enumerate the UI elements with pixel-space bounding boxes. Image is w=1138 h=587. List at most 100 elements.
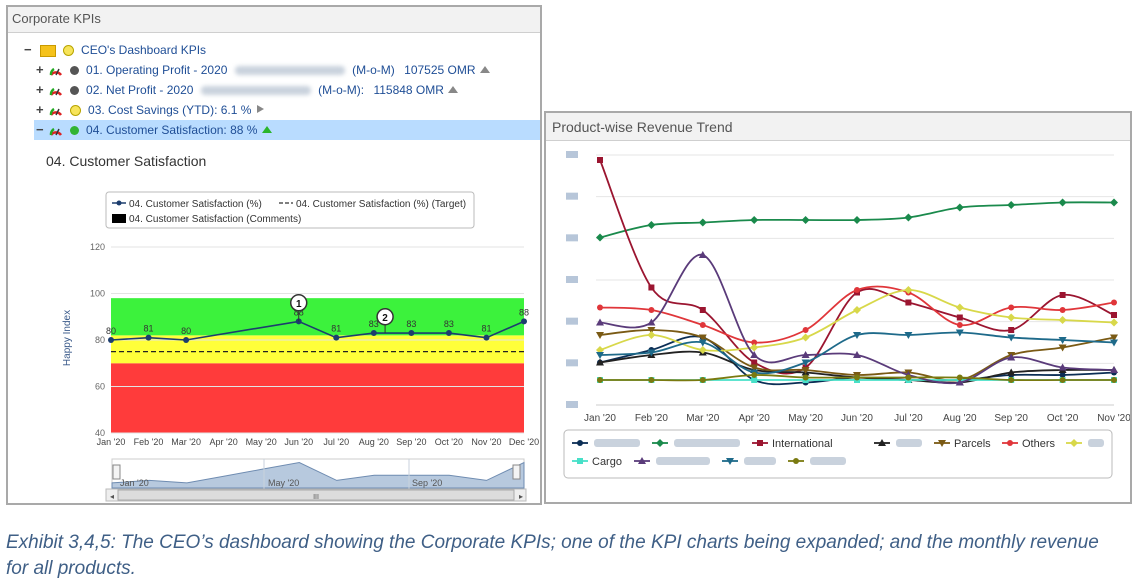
data-point[interactable] xyxy=(698,251,707,258)
data-point[interactable] xyxy=(956,322,963,328)
data-point[interactable] xyxy=(1007,334,1016,342)
data-point[interactable] xyxy=(956,314,963,321)
data-point[interactable] xyxy=(802,327,809,333)
data-point[interactable] xyxy=(751,339,758,346)
data-point[interactable] xyxy=(1110,334,1118,342)
data-point[interactable] xyxy=(1110,366,1118,373)
data-point[interactable] xyxy=(1110,339,1118,347)
data-point[interactable] xyxy=(750,351,759,358)
legend-item[interactable]: Parcels xyxy=(954,438,991,450)
data-point[interactable] xyxy=(904,213,913,222)
data-point[interactable] xyxy=(801,359,810,367)
data-point[interactable] xyxy=(647,349,656,357)
data-point[interactable] xyxy=(698,339,707,347)
data-point[interactable] xyxy=(1059,377,1066,383)
data-point[interactable] xyxy=(801,351,810,358)
data-point[interactable] xyxy=(698,346,707,354)
data-point[interactable] xyxy=(183,337,190,343)
data-point[interactable] xyxy=(1007,313,1016,322)
data-point[interactable] xyxy=(1008,377,1015,383)
comment-marker[interactable] xyxy=(376,308,394,326)
data-point[interactable] xyxy=(751,372,758,378)
data-point[interactable] xyxy=(801,216,810,224)
data-point[interactable] xyxy=(904,286,913,294)
data-point[interactable] xyxy=(648,377,655,383)
data-point[interactable] xyxy=(1007,368,1016,376)
data-point[interactable] xyxy=(1058,316,1067,324)
data-point[interactable] xyxy=(647,221,656,229)
data-point[interactable] xyxy=(1111,299,1117,306)
data-point[interactable] xyxy=(1008,304,1015,311)
data-point[interactable] xyxy=(801,367,810,374)
data-point[interactable] xyxy=(1111,312,1117,318)
data-point[interactable] xyxy=(483,334,490,341)
data-point[interactable] xyxy=(596,358,604,366)
data-point[interactable] xyxy=(596,352,604,359)
data-point[interactable] xyxy=(853,332,861,339)
data-point[interactable] xyxy=(699,377,706,383)
data-point[interactable] xyxy=(1059,372,1066,378)
data-point[interactable] xyxy=(596,233,604,242)
data-point[interactable] xyxy=(596,318,604,326)
data-point[interactable] xyxy=(853,216,861,224)
data-point[interactable] xyxy=(647,327,656,334)
data-point[interactable] xyxy=(955,329,964,337)
expand-toggle[interactable]: + xyxy=(36,102,44,117)
range-navigator[interactable]: Jan '20 May '20 Sep '20 III ◂ ▸ xyxy=(105,458,527,502)
data-point[interactable] xyxy=(956,374,963,381)
data-point[interactable] xyxy=(597,377,603,383)
data-point[interactable] xyxy=(854,374,860,381)
data-point[interactable] xyxy=(698,334,707,342)
data-point[interactable] xyxy=(597,304,603,311)
data-point[interactable] xyxy=(596,332,604,339)
tree-item-cost-savings[interactable]: + 03. Cost Savings (YTD): 6.1 % xyxy=(36,100,265,120)
data-point[interactable] xyxy=(955,303,964,312)
data-point[interactable] xyxy=(955,203,964,212)
data-point[interactable] xyxy=(905,374,912,381)
collapse-toggle[interactable]: − xyxy=(24,42,32,57)
data-point[interactable] xyxy=(145,334,152,341)
data-point[interactable] xyxy=(802,374,809,381)
data-point[interactable] xyxy=(1110,318,1118,327)
data-point[interactable] xyxy=(750,364,759,372)
scrollbar-thumb[interactable] xyxy=(117,489,515,501)
data-point[interactable] xyxy=(853,306,861,314)
data-point[interactable] xyxy=(647,331,656,339)
data-point[interactable] xyxy=(333,334,340,341)
data-point[interactable] xyxy=(597,157,603,163)
data-point[interactable] xyxy=(1058,198,1067,207)
data-point[interactable] xyxy=(1059,292,1066,298)
data-point[interactable] xyxy=(1110,198,1118,207)
legend-item[interactable]: Others xyxy=(1022,438,1056,450)
data-point[interactable] xyxy=(698,218,707,227)
data-point[interactable] xyxy=(751,359,758,366)
data-point[interactable] xyxy=(955,378,964,386)
data-point[interactable] xyxy=(1007,201,1016,209)
collapse-toggle[interactable]: − xyxy=(36,122,44,137)
data-point[interactable] xyxy=(801,333,810,342)
data-point[interactable] xyxy=(1111,377,1117,383)
data-point[interactable] xyxy=(1007,353,1016,361)
data-point[interactable] xyxy=(751,377,758,383)
navigator-left-handle[interactable] xyxy=(112,464,121,480)
data-point[interactable] xyxy=(904,332,913,339)
data-point[interactable] xyxy=(905,299,912,306)
data-point[interactable] xyxy=(750,343,759,352)
data-point[interactable] xyxy=(1008,327,1015,333)
data-point[interactable] xyxy=(648,284,655,291)
data-point[interactable] xyxy=(647,318,656,326)
data-point[interactable] xyxy=(1058,344,1067,352)
expand-toggle[interactable]: + xyxy=(36,82,44,97)
tree-item-operating-profit[interactable]: + 01. Operating Profit - 2020 (M-o-M) 10… xyxy=(36,60,491,80)
tree-root[interactable]: − CEO's Dashboard KPIs xyxy=(24,40,206,60)
legend-item[interactable]: International xyxy=(772,438,833,450)
data-point[interactable] xyxy=(648,307,655,313)
data-point[interactable] xyxy=(1059,307,1066,313)
data-point[interactable] xyxy=(853,351,861,358)
data-point[interactable] xyxy=(370,330,377,337)
tree-item-customer-satisfaction[interactable]: − 04. Customer Satisfaction: 88 % xyxy=(34,120,540,140)
data-point[interactable] xyxy=(408,330,415,337)
data-point[interactable] xyxy=(699,307,706,313)
data-point[interactable] xyxy=(854,287,860,293)
data-point[interactable] xyxy=(521,318,527,325)
